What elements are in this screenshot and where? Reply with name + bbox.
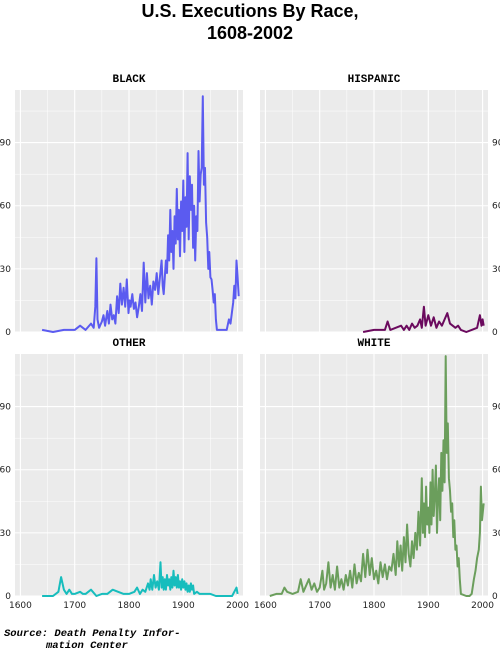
hispanic-series-line — [362, 305, 485, 333]
white-x-tick-label: 2000 — [471, 601, 494, 611]
other-y-tick-label: 0 — [5, 592, 11, 602]
white-panel-title: WHITE — [357, 338, 390, 350]
hispanic-y-tick-label: 0 — [492, 328, 498, 338]
white-x-tick-label: 1600 — [254, 601, 277, 611]
chart-title-line1: U.S. Executions By Race, — [141, 1, 359, 21]
hispanic-y-tick-label: 90 — [492, 139, 500, 149]
other-series-line — [42, 561, 239, 597]
other-y-tick-label: 30 — [0, 529, 11, 539]
source-note: Source: Death Penalty Infor- mation Cent… — [4, 628, 254, 652]
white-y-tick-label: 60 — [492, 466, 500, 476]
white-x-tick-label: 1800 — [363, 601, 386, 611]
black-y-tick-label: 0 — [5, 328, 11, 338]
black-series-line — [41, 95, 240, 333]
other-x-tick-label: 1900 — [172, 601, 195, 611]
white-x-tick-label: 1700 — [308, 601, 331, 611]
chart-title: U.S. Executions By Race, 1608-2002 — [0, 0, 500, 44]
white-y-tick-label: 90 — [492, 403, 500, 413]
source-line1: Source: Death Penalty Infor- — [4, 628, 181, 640]
other-y-tick-label: 90 — [0, 403, 11, 413]
white-series-line — [269, 355, 485, 597]
other-x-tick-label: 1700 — [63, 601, 86, 611]
other-x-tick-label: 2000 — [226, 601, 249, 611]
other-x-tick-label: 1600 — [9, 601, 32, 611]
black-y-tick-label: 60 — [0, 202, 11, 212]
chart-title-line2: 1608-2002 — [206, 23, 294, 43]
black-y-tick-label: 30 — [0, 265, 11, 275]
hispanic-y-tick-label: 60 — [492, 202, 500, 212]
other-x-tick-label: 1800 — [118, 601, 141, 611]
other-panel-title: OTHER — [112, 338, 145, 350]
white-x-tick-label: 1900 — [417, 601, 440, 611]
source-line2: mation Center — [46, 640, 128, 652]
white-y-tick-label: 30 — [492, 529, 500, 539]
hispanic-panel-title: HISPANIC — [348, 74, 401, 86]
hispanic-y-tick-label: 30 — [492, 265, 500, 275]
black-panel-title: BLACK — [112, 74, 145, 86]
black-y-tick-label: 90 — [0, 139, 11, 149]
white-y-tick-label: 0 — [492, 592, 498, 602]
other-y-tick-label: 60 — [0, 466, 11, 476]
